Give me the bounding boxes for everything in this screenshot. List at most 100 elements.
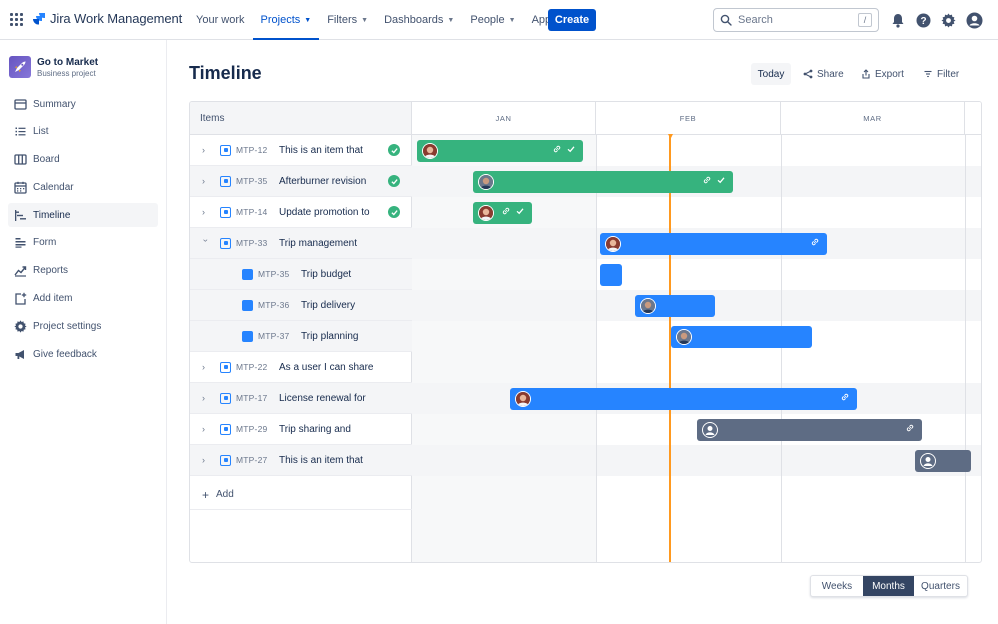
chevron-right-icon[interactable]: › [202, 145, 205, 155]
timeline-bar-mtp-29[interactable] [697, 419, 922, 441]
primary-nav: Your work Projects ▼ Filters ▼ Dashboards ▼… [188, 0, 576, 40]
sidebar-item-board[interactable]: Board [8, 148, 158, 172]
table-row[interactable]: › MTP-14 Update promotion to [190, 197, 412, 228]
table-row[interactable]: › MTP-12 This is an item that [190, 135, 412, 166]
sidebar-item-label: Give feedback [33, 348, 97, 360]
sidebar-item-summary[interactable]: Summary [8, 92, 158, 116]
subtask-icon [242, 268, 253, 280]
project-name: Go to Market [37, 56, 99, 68]
search-input[interactable] [738, 14, 858, 26]
avatar [605, 236, 621, 252]
month-jan: JAN [412, 102, 596, 135]
past-shade [412, 135, 596, 562]
sidebar-item-timeline[interactable]: Timeline [8, 203, 158, 228]
sidebar-item-project-settings[interactable]: Project settings [8, 314, 158, 338]
filter-button[interactable]: Filter [923, 63, 959, 85]
form-icon [15, 238, 26, 249]
nav-filters[interactable]: Filters ▼ [319, 0, 376, 40]
task-icon [220, 237, 231, 249]
help-icon[interactable]: ? [914, 11, 932, 29]
chevron-right-icon[interactable]: › [202, 176, 205, 186]
notifications-bell-icon[interactable] [889, 11, 907, 29]
timeline-bar-mtp-33[interactable] [600, 233, 827, 255]
items-column-header: Items [190, 102, 412, 135]
table-row[interactable]: › MTP-22 As a user I can share [190, 352, 412, 383]
table-row[interactable]: › MTP-33 Trip management [190, 228, 412, 259]
item-key: MTP-14 [236, 207, 268, 217]
view-quarters-button[interactable]: Quarters [921, 580, 960, 592]
table-row[interactable]: MTP-35 Trip budget [190, 259, 412, 290]
chevron-down-icon[interactable]: › [201, 239, 211, 242]
table-row[interactable]: › MTP-35 Afterburner revision [190, 166, 412, 197]
share-button[interactable]: Share [803, 63, 844, 85]
timeline-bar-mtp-37[interactable] [671, 326, 812, 348]
avatar [515, 391, 531, 407]
chevron-right-icon[interactable]: › [202, 424, 205, 434]
project-header[interactable]: Go to Market Business project [9, 56, 98, 78]
chevron-right-icon[interactable]: › [202, 393, 205, 403]
sidebar-item-reports[interactable]: Reports [8, 259, 158, 283]
link-icon [906, 424, 914, 432]
chevron-down-icon: ▼ [508, 16, 516, 24]
timeline-bar-mtp-12[interactable] [417, 140, 583, 162]
chevron-right-icon[interactable]: › [202, 455, 205, 465]
item-summary: Afterburner revision [279, 175, 367, 187]
table-row[interactable]: MTP-37 Trip planning [190, 321, 412, 352]
plus-icon: + [202, 487, 210, 502]
view-months-button[interactable]: Months [863, 576, 914, 596]
item-summary: Trip delivery [301, 299, 356, 311]
timeline-bar-mtp-17[interactable] [510, 388, 857, 410]
timeline-bar-mtp-35-sub[interactable] [600, 264, 622, 286]
month-mar: MAR [781, 102, 965, 135]
table-row[interactable]: › MTP-17 License renewal for [190, 383, 412, 414]
sidebar-nav: Summary List Board Calendar Timeline For… [8, 92, 158, 370]
sidebar-item-form[interactable]: Form [8, 231, 158, 255]
search-box[interactable]: / [713, 8, 879, 32]
sidebar-item-calendar[interactable]: Calendar [8, 175, 158, 199]
sidebar-item-add-item[interactable]: Add item [8, 287, 158, 311]
item-key: MTP-29 [236, 424, 268, 434]
view-weeks-button[interactable]: Weeks [821, 580, 853, 592]
sidebar-item-label: List [33, 126, 49, 138]
today-label: Today [757, 68, 785, 80]
settings-gear-icon[interactable] [939, 11, 957, 29]
link-icon [553, 145, 561, 153]
sidebar-item-list[interactable]: List [8, 120, 158, 144]
search-shortcut-hint: / [858, 13, 872, 27]
nav-people-label: People [470, 14, 505, 26]
timeline-bar-mtp-36[interactable] [635, 295, 715, 317]
sidebar-item-label: Project settings [33, 320, 102, 332]
nav-projects[interactable]: Projects ▼ [252, 0, 320, 40]
create-button[interactable]: Create [548, 9, 596, 31]
today-button[interactable]: Today [751, 63, 791, 85]
chevron-down-icon: ▼ [304, 16, 312, 24]
item-key: MTP-35 [258, 269, 290, 279]
table-row[interactable]: › MTP-29 Trip sharing and [190, 414, 412, 445]
summary-icon [14, 98, 27, 110]
item-summary: This is an item that [279, 454, 363, 466]
timeline-bar-mtp-27[interactable] [915, 450, 971, 472]
profile-avatar[interactable] [965, 11, 983, 29]
today-line [669, 134, 671, 562]
timeline-bar-mtp-14[interactable] [473, 202, 532, 224]
export-button[interactable]: Export [861, 63, 904, 85]
chevron-right-icon[interactable]: › [202, 207, 205, 217]
add-item-row[interactable]: + Add [190, 480, 412, 510]
item-key: MTP-17 [236, 393, 268, 403]
timeline-bar-mtp-35[interactable] [473, 171, 733, 193]
table-row[interactable]: › MTP-27 This is an item that [190, 445, 412, 476]
done-check-icon [388, 206, 400, 218]
months-header: JAN FEB MAR [412, 102, 981, 135]
sidebar-item-label: Timeline [33, 209, 71, 221]
nav-dashboards[interactable]: Dashboards ▼ [376, 0, 462, 40]
gear-icon [14, 320, 27, 333]
product-logo[interactable]: Jira Work Management [32, 11, 182, 26]
item-summary: Update promotion to [279, 206, 370, 218]
app-switcher-icon[interactable] [10, 13, 24, 27]
sidebar-item-give-feedback[interactable]: Give feedback [8, 342, 158, 366]
nav-people[interactable]: People ▼ [462, 0, 523, 40]
chevron-right-icon[interactable]: › [202, 362, 205, 372]
timeline-grid [412, 134, 981, 562]
nav-your-work[interactable]: Your work [188, 0, 253, 40]
table-row[interactable]: MTP-36 Trip delivery [190, 290, 412, 321]
